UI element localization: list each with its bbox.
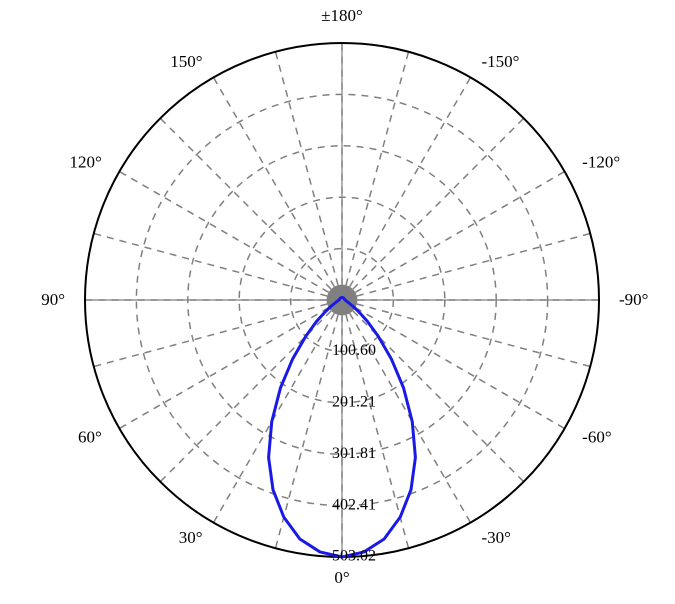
polar-chart: ±180° -150° -120° -90° -60° -30° 0° 30° 60° 90° 12… xyxy=(0,0,675,604)
angle-label: 90° xyxy=(41,290,65,309)
radial-label: 301.81 xyxy=(332,445,376,462)
angle-label: -150° xyxy=(482,52,520,71)
angle-label: -60° xyxy=(582,428,611,447)
polar-grid xyxy=(85,43,599,557)
radial-label: 402.41 xyxy=(332,496,376,513)
angle-label: 150° xyxy=(170,52,202,71)
angle-label: -120° xyxy=(582,153,620,172)
radial-label: 201.21 xyxy=(332,393,376,410)
angle-label: 30° xyxy=(179,528,203,547)
angle-label: -30° xyxy=(482,528,511,547)
angle-label: 120° xyxy=(70,153,102,172)
radial-label: 100.60 xyxy=(332,342,376,359)
radial-labels: 100.60 201.21 301.81 402.41 503.02 xyxy=(332,342,376,565)
angle-label: ±180° xyxy=(321,6,363,25)
angle-label: 60° xyxy=(78,428,102,447)
radial-label: 503.02 xyxy=(332,548,376,565)
angle-label: -90° xyxy=(619,290,648,309)
angle-label: 0° xyxy=(334,568,349,587)
